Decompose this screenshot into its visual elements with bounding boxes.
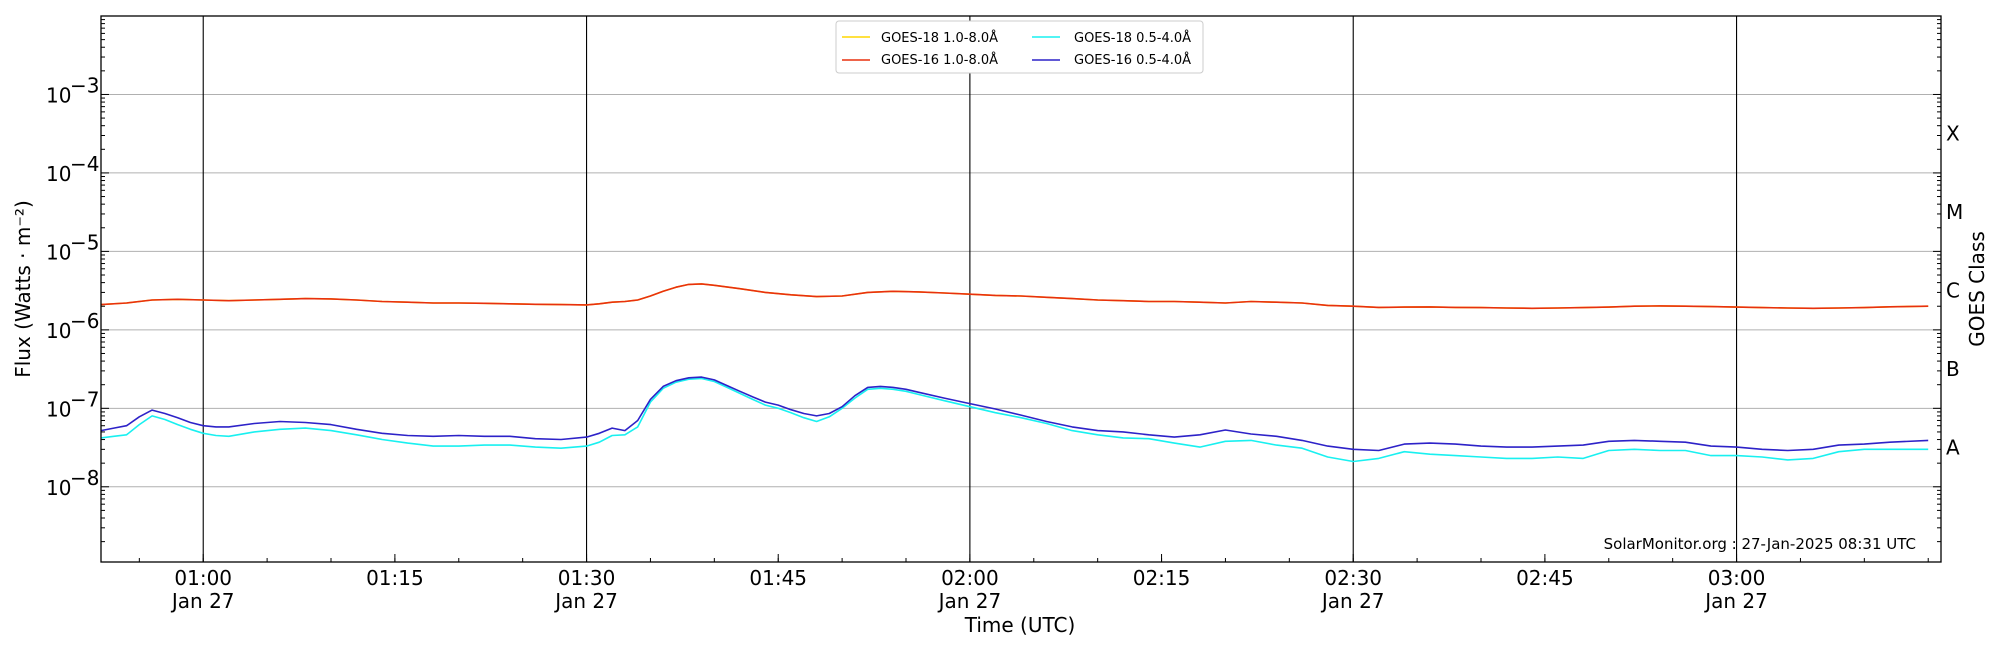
x-tick-time-1: 01:15 bbox=[366, 566, 424, 590]
y-tick-base: 10 bbox=[46, 476, 71, 500]
series-line-3 bbox=[100, 376, 1929, 452]
y-axis-title: Flux (Watts · m⁻²) bbox=[11, 200, 35, 378]
x-axis-title: Time (UTC) bbox=[964, 613, 1076, 637]
y-tick-exponent: −6 bbox=[70, 309, 99, 333]
y-tick-label-2: 10−6 bbox=[46, 309, 99, 343]
plot-frame bbox=[100, 15, 1942, 563]
x-tick-date-6: Jan 27 bbox=[1320, 589, 1385, 613]
source-watermark: SolarMonitor.org : 27-Jan-2025 08:31 UTC bbox=[1604, 535, 1916, 553]
y-tick-base: 10 bbox=[46, 240, 71, 264]
y-tick-exponent: −8 bbox=[70, 466, 99, 490]
legend-label-goes18-long: GOES-18 1.0-8.0Å bbox=[881, 30, 998, 46]
x-tick-time-2: 01:30 bbox=[558, 566, 616, 590]
y-tick-base: 10 bbox=[46, 319, 71, 343]
x-tick-date-0: Jan 27 bbox=[170, 589, 235, 613]
x-tick-time-4: 02:00 bbox=[941, 566, 999, 590]
series-layer bbox=[100, 283, 1929, 463]
tick-layer bbox=[101, 15, 1941, 562]
goes-class-C: C bbox=[1946, 279, 1960, 303]
y-tick-label-5: 10−3 bbox=[46, 73, 99, 107]
y-tick-label-4: 10−4 bbox=[46, 152, 99, 186]
y-tick-exponent: −3 bbox=[70, 73, 99, 97]
right-axis-title: GOES Class bbox=[1965, 231, 1989, 347]
y-tick-base: 10 bbox=[46, 162, 71, 186]
legend-label-goes18-short: GOES-18 0.5-4.0Å bbox=[1074, 30, 1191, 46]
x-tick-time-3: 01:45 bbox=[749, 566, 807, 590]
x-tick-time-6: 02:30 bbox=[1324, 566, 1382, 590]
y-tick-exponent: −5 bbox=[70, 230, 99, 254]
goes-class-X: X bbox=[1946, 122, 1960, 146]
x-tick-time-0: 01:00 bbox=[174, 566, 232, 590]
series-line-1 bbox=[100, 283, 1929, 310]
x-tick-date-8: Jan 27 bbox=[1703, 589, 1768, 613]
legend-box bbox=[835, 20, 1204, 74]
y-tick-label-1: 10−7 bbox=[46, 387, 99, 421]
x-tick-time-8: 03:00 bbox=[1708, 566, 1766, 590]
legend-label-goes16-long: GOES-16 1.0-8.0Å bbox=[881, 52, 998, 68]
y-tick-label-0: 10−8 bbox=[46, 466, 99, 500]
vertical-lines bbox=[202, 16, 1738, 562]
goes-class-M: M bbox=[1946, 200, 1963, 224]
y-tick-base: 10 bbox=[46, 397, 71, 421]
y-tick-exponent: −7 bbox=[70, 387, 99, 411]
x-tick-date-2: Jan 27 bbox=[553, 589, 618, 613]
y-tick-labels: 10−810−710−610−510−410−3 bbox=[46, 73, 99, 499]
series-line-2 bbox=[100, 377, 1929, 463]
goes-class-A: A bbox=[1946, 436, 1960, 460]
grid-layer bbox=[101, 93, 1941, 488]
y-tick-exponent: −4 bbox=[70, 152, 99, 176]
legend-label-goes16-short: GOES-16 0.5-4.0Å bbox=[1074, 52, 1191, 68]
goes-class-B: B bbox=[1946, 357, 1960, 381]
y-tick-base: 10 bbox=[46, 83, 71, 107]
goes-class-labels: A B C M X bbox=[1946, 122, 1963, 460]
x-tick-time-7: 02:45 bbox=[1516, 566, 1574, 590]
x-tick-time-5: 02:15 bbox=[1133, 566, 1191, 590]
legend: GOES-18 1.0-8.0Å GOES-16 1.0-8.0Å GOES-1… bbox=[835, 20, 1204, 74]
y-tick-label-3: 10−5 bbox=[46, 230, 99, 264]
x-tick-date-4: Jan 27 bbox=[937, 589, 1002, 613]
